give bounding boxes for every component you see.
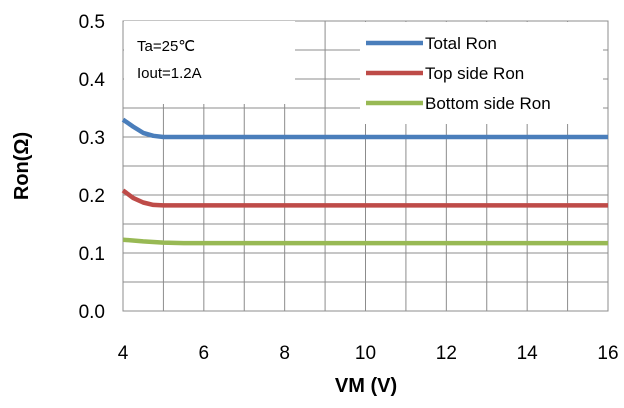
legend-label-2: Bottom side Ron xyxy=(425,94,551,113)
y-tick-label: 0.1 xyxy=(79,244,105,265)
series-line-0 xyxy=(121,117,608,140)
legend-label-0: Total Ron xyxy=(425,34,497,53)
series-line-2 xyxy=(122,237,608,246)
annotation-current: Iout=1.2A xyxy=(137,65,202,82)
y-tick-label: 0.3 xyxy=(79,128,105,149)
annotation-temperature: Ta=25℃ xyxy=(137,38,195,55)
y-tick-label: 0.2 xyxy=(79,186,105,207)
x-tick-label: 8 xyxy=(279,343,290,364)
y-axis-title: Ron(Ω) xyxy=(11,132,33,200)
series-lines xyxy=(121,117,608,246)
y-tick-label: 0.0 xyxy=(79,302,105,323)
y-tick-label: 0.4 xyxy=(79,70,106,91)
x-tick-label: 6 xyxy=(199,343,210,364)
y-tick-label: 0.5 xyxy=(79,12,105,33)
x-tick-labels: 4 6 8 10 12 14 16 xyxy=(118,343,619,364)
y-tick-labels: 0.0 0.1 0.2 0.3 0.4 0.5 xyxy=(79,12,106,323)
x-tick-label: 4 xyxy=(118,343,129,364)
x-tick-label: 10 xyxy=(355,343,376,364)
legend: Total Ron Top side Ron Bottom side Ron xyxy=(366,34,551,113)
annotation-box xyxy=(124,21,295,104)
series-line-1 xyxy=(121,188,608,208)
x-tick-label: 12 xyxy=(436,343,457,364)
x-axis-title: VM (V) xyxy=(335,375,397,397)
x-tick-label: 16 xyxy=(597,343,618,364)
legend-label-1: Top side Ron xyxy=(425,64,524,83)
plot-area-border xyxy=(122,20,609,312)
x-tick-label: 14 xyxy=(517,343,539,364)
